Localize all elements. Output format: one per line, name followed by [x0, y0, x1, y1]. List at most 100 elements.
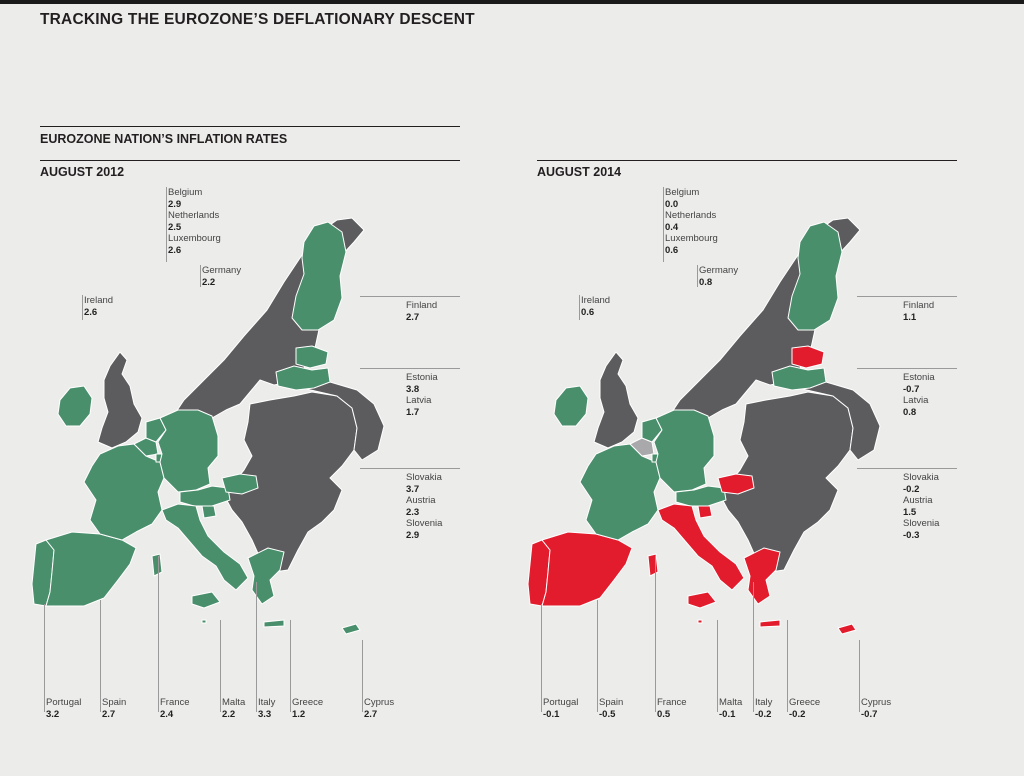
leader-line: [857, 296, 957, 297]
germany-shape: [653, 409, 715, 493]
france-shape: [579, 443, 661, 541]
netherlands-shape: [145, 417, 167, 443]
slovakia-shape: [717, 473, 755, 495]
austria-inflation-value: 1.5: [903, 506, 917, 518]
leader-line: [859, 640, 860, 712]
slovakia-shape: [221, 473, 259, 495]
country-label-group: Germany 0.8: [699, 265, 738, 288]
country-label-group: Belgium 2.9 Netherlands 2.5 Luxembourg 2.6: [168, 187, 221, 256]
subtitle: EUROZONE NATION’S INFLATION RATES: [40, 132, 288, 146]
country-label-group: Italy -0.2: [755, 697, 772, 720]
estonia-shape: [295, 345, 329, 369]
italy-inflation-value: -0.2: [755, 708, 772, 720]
germany-inflation-value: 2.2: [202, 276, 216, 288]
leader-line: [158, 556, 159, 712]
finland-shape: [787, 221, 843, 331]
cyprus-shape: [341, 623, 361, 635]
country-label-group: France 2.4: [160, 697, 190, 720]
country-label-group: Spain 2.7: [102, 697, 126, 720]
slovenia-shape: [697, 505, 713, 519]
portugal-name-label: Portugal: [543, 697, 579, 708]
panel-1-rule: [40, 160, 460, 161]
top-border: [0, 0, 1024, 4]
leader-line: [663, 187, 664, 262]
country-label-group: Ireland 2.6: [84, 295, 113, 318]
spain-inflation-value: 2.7: [102, 708, 116, 720]
country-label-group: Belgium 0.0 Netherlands 0.4 Luxembourg 0.6: [665, 187, 718, 256]
leader-line: [753, 582, 754, 712]
estonia-shape: [791, 345, 825, 369]
leader-line: [166, 187, 167, 262]
finland-inflation-value: 2.7: [406, 311, 420, 323]
crete-shape: [759, 619, 781, 628]
portugal-inflation-value: 3.2: [46, 708, 60, 720]
malta-shape: [201, 619, 207, 624]
latvia-inflation-value: 0.8: [903, 406, 917, 418]
leader-line: [787, 620, 788, 712]
italy-inflation-value: 3.3: [258, 708, 272, 720]
leader-line: [597, 600, 598, 712]
austria-shape: [675, 485, 727, 507]
panel-heading-2012: AUGUST 2012: [40, 165, 125, 179]
leader-line: [290, 620, 291, 712]
country-label-group: Cyprus 2.7: [364, 697, 394, 720]
leader-line: [857, 368, 957, 369]
leader-line: [360, 468, 460, 469]
malta-name-label: Malta: [719, 697, 743, 708]
slovakia-name-label: Slovakia: [406, 472, 442, 483]
leader-line: [360, 296, 460, 297]
leader-line: [362, 640, 363, 712]
france-shape: [83, 443, 165, 541]
estonia-inflation-value: -0.7: [903, 383, 920, 395]
leader-line: [82, 295, 83, 320]
ireland-shape: [57, 385, 93, 427]
russia-west-shape: [301, 381, 385, 461]
slovakia-name-label: Slovakia: [903, 472, 939, 483]
germany-name-label: Germany: [699, 265, 739, 276]
malta-name-label: Malta: [222, 697, 246, 708]
ireland-name-label: Ireland: [84, 295, 114, 306]
country-label-group: Greece 1.2: [292, 697, 323, 720]
slovenia-shape: [201, 505, 217, 519]
europe-map-august-2014: [527, 217, 881, 635]
ireland-inflation-value: 2.6: [84, 306, 98, 318]
belgium-shape: [629, 437, 655, 457]
slovakia-inflation-value: -0.2: [903, 483, 920, 495]
leader-line: [541, 604, 542, 712]
cyprus-inflation-value: -0.7: [861, 708, 878, 720]
malta-inflation-value: -0.1: [719, 708, 736, 720]
country-label-group: Slovakia -0.2 Austria 1.5 Slovenia -0.3: [903, 472, 939, 541]
leader-line: [100, 600, 101, 712]
france-name-label: France: [160, 697, 190, 708]
portugal-name-label: Portugal: [46, 697, 82, 708]
netherlands-shape: [641, 417, 663, 443]
italy-shape: [161, 503, 249, 591]
spain-shape: [45, 531, 137, 607]
country-label-group: Portugal 3.2: [46, 697, 81, 720]
finland-name-label: Finland: [406, 300, 438, 311]
estonia-inflation-value: 3.8: [406, 383, 420, 395]
country-label-group: Malta 2.2: [222, 697, 245, 720]
crete-shape: [263, 619, 285, 628]
cyprus-shape: [837, 623, 857, 635]
panel-2-rule: [537, 160, 957, 161]
germany-inflation-value: 0.8: [699, 276, 713, 288]
sardinia-shape: [151, 553, 163, 577]
belgium-shape: [133, 437, 159, 457]
belgium-inflation-value: 0.0: [665, 198, 679, 210]
leader-line: [220, 620, 221, 712]
leader-line: [857, 468, 957, 469]
luxembourg-name-label: Luxembourg: [665, 233, 718, 244]
country-label-group: Greece -0.2: [789, 697, 820, 720]
country-label-group: Malta -0.1: [719, 697, 742, 720]
greece-name-label: Greece: [789, 697, 821, 708]
leader-line: [655, 556, 656, 712]
leader-line: [200, 265, 201, 287]
estonia-name-label: Estonia: [406, 372, 438, 383]
sicily-shape: [687, 591, 717, 609]
sardinia-shape: [647, 553, 659, 577]
ireland-shape: [553, 385, 589, 427]
greece-name-label: Greece: [292, 697, 324, 708]
country-label-group: Spain -0.5: [599, 697, 623, 720]
country-label-group: Finland 1.1: [903, 300, 934, 323]
